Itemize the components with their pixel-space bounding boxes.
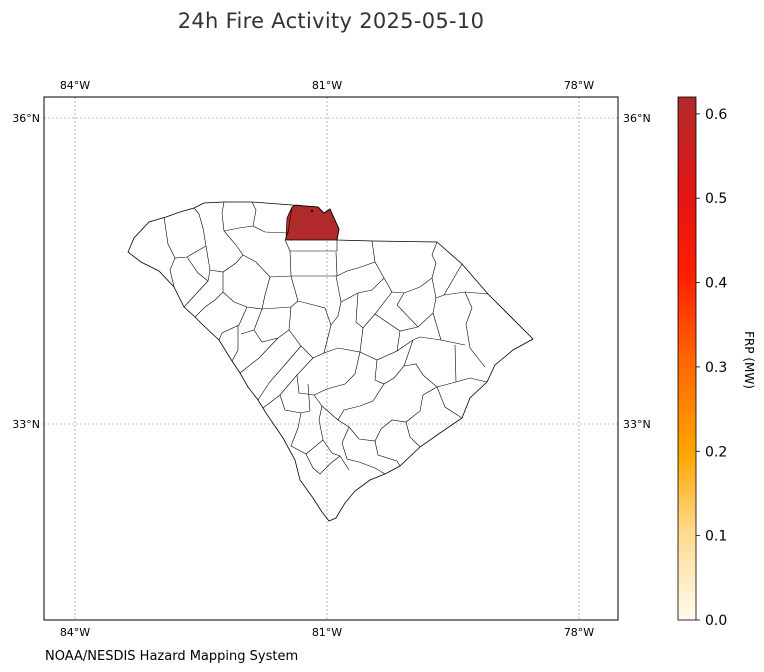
lon-tick-top-84w: 84°W [60,79,90,92]
lon-tick-bottom-81w: 81°W [312,626,342,639]
state-outline [127,201,534,522]
map-axes [43,96,619,621]
gridlines [44,97,618,620]
lon-tick-bottom-84w: 84°W [60,626,90,639]
lon-tick-top-81w: 81°W [312,79,342,92]
colorbar-tick-label: 0.3 [705,360,727,376]
lat-tick-right-36n: 36°N [623,112,651,125]
colorbar: 0.0 0.1 0.2 0.3 0.4 0.5 0.6 FRP (MW) [677,96,756,629]
lon-tick-labels-top: 84°W 81°W 78°W [60,79,594,92]
chart-title: 24h Fire Activity 2025-05-10 [178,9,485,33]
lon-tick-top-78w: 78°W [564,79,594,92]
fire-detection-point [310,209,314,213]
colorbar-tick-label: 0.1 [705,529,727,545]
lat-tick-left-33n: 33°N [12,418,40,431]
lat-tick-labels-right: 36°N 33°N [623,112,651,431]
colorbar-tick-label: 0.5 [705,191,727,207]
lat-tick-labels-left: 36°N 33°N [12,112,40,431]
county-boundaries [163,201,489,475]
colorbar-tick-label: 0.6 [705,107,727,123]
map-frame [43,96,619,621]
colorbar-tick-label: 0.4 [705,276,727,292]
lat-tick-left-36n: 36°N [12,112,40,125]
lon-tick-labels-bottom: 84°W 81°W 78°W [60,626,594,639]
colorbar-tick-label: 0.2 [705,444,727,460]
colorbar-gradient [677,96,697,621]
colorbar-tick-label: 0.0 [705,613,727,629]
south-carolina-map [127,201,534,522]
colorbar-label: FRP (MW) [742,331,756,389]
lon-tick-bottom-78w: 78°W [564,626,594,639]
lat-tick-right-33n: 33°N [623,418,651,431]
credit-text: NOAA/NESDIS Hazard Mapping System [45,649,298,664]
colorbar-ticks: 0.0 0.1 0.2 0.3 0.4 0.5 0.6 [696,107,727,629]
